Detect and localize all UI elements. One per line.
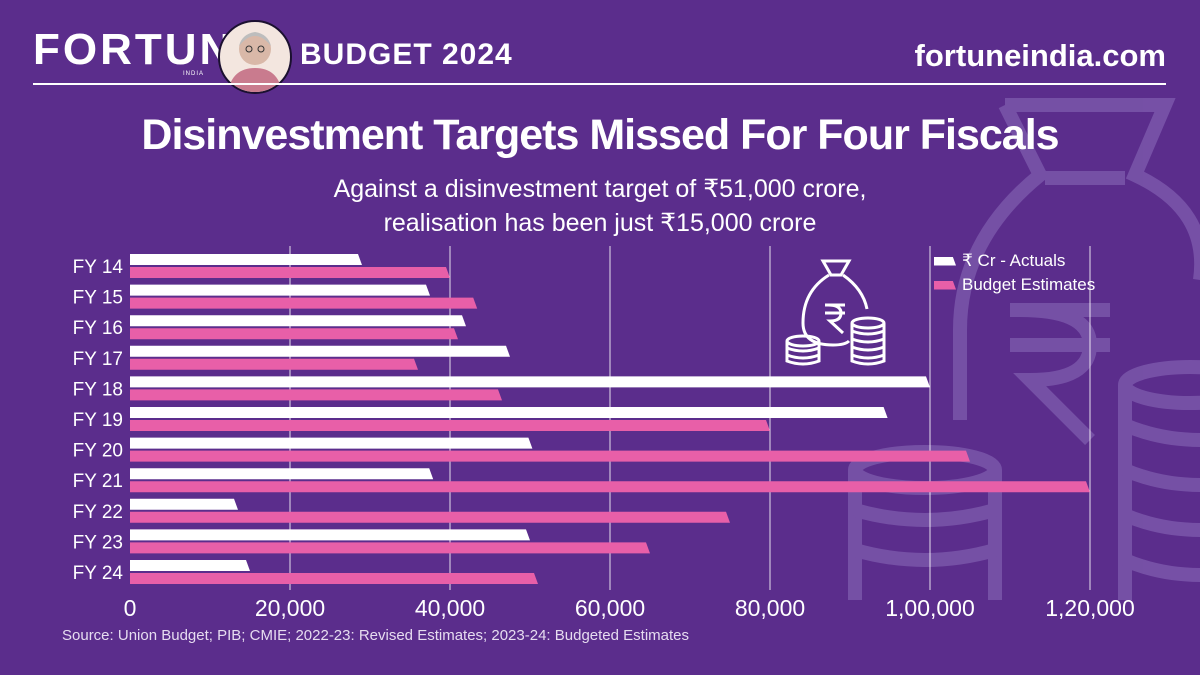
x-tick-label: 1,20,000 [1045,595,1135,621]
y-tick-label: FY 14 [73,257,124,278]
legend-label-budget: Budget Estimates [962,275,1096,294]
site-link[interactable]: fortuneindia.com [914,38,1166,73]
y-tick-label: FY 18 [73,379,123,400]
bar-budget[interactable] [130,450,970,462]
y-tick-label: FY 21 [73,471,123,492]
bar-actuals[interactable] [130,437,533,449]
x-tick-label: 20,000 [255,595,325,621]
bar-budget[interactable] [130,358,418,370]
x-tick-label: 40,000 [415,595,485,621]
header-divider [33,83,1166,85]
bar-actuals[interactable] [130,468,434,480]
bar-budget[interactable] [130,267,450,278]
y-tick-label: FY 16 [73,318,123,339]
coin-stack-icon [848,360,1200,600]
legend-item-budget[interactable]: Budget Estimates [934,273,1095,297]
y-tick-label: FY 15 [73,288,123,309]
bar-actuals[interactable] [130,315,466,327]
legend-swatch-actuals [934,256,956,266]
edition-label: BUDGET 2024 [300,38,513,71]
x-tick-label: 80,000 [735,595,805,621]
logo-subtext: INDIA [183,71,205,77]
money-bag-coins-icon [785,259,886,366]
bar-actuals[interactable] [130,284,430,296]
legend-swatch-budget [934,280,956,290]
y-tick-label: FY 24 [73,563,124,584]
bar-actuals[interactable] [130,529,530,541]
subtitle-line-1: Against a disinvestment target of ₹51,00… [333,175,867,203]
legend-label-actuals: ₹ Cr - Actuals [962,251,1066,270]
x-tick-label: 0 [124,595,137,621]
avatar [218,20,292,94]
chart-legend: ₹ Cr - Actuals Budget Estimates [934,249,1095,297]
y-tick-label: FY 20 [73,441,123,462]
bar-budget[interactable] [130,542,650,554]
bar-budget[interactable] [130,511,730,523]
y-tick-label: FY 19 [73,410,123,431]
y-tick-label: FY 22 [73,502,123,523]
bar-budget[interactable] [130,389,502,401]
x-tick-label: 60,000 [575,595,645,621]
source-note: Source: Union Budget; PIB; CMIE; 2022-23… [62,627,690,644]
bar-budget[interactable] [130,481,1090,493]
portrait-icon [228,32,282,92]
y-tick-label: FY 17 [73,349,123,370]
bar-budget[interactable] [130,328,458,340]
bar-budget[interactable] [130,297,478,309]
bar-actuals[interactable] [130,345,510,357]
bar-actuals[interactable] [130,254,362,265]
bar-actuals[interactable] [130,407,888,418]
bar-actuals[interactable] [130,376,930,388]
subtitle: Against a disinvestment target of ₹51,00… [200,172,1000,240]
page-title: Disinvestment Targets Missed For Four Fi… [141,111,1059,159]
x-tick-label: 1,00,000 [885,595,975,621]
bar-actuals[interactable] [130,498,238,510]
bar-actuals[interactable] [130,560,250,571]
legend-item-actuals[interactable]: ₹ Cr - Actuals [934,249,1095,273]
y-tick-label: FY 23 [73,532,123,553]
bar-budget[interactable] [130,420,770,431]
bar-budget[interactable] [130,573,538,584]
subtitle-line-2: realisation has been just ₹15,000 crore [383,209,817,237]
